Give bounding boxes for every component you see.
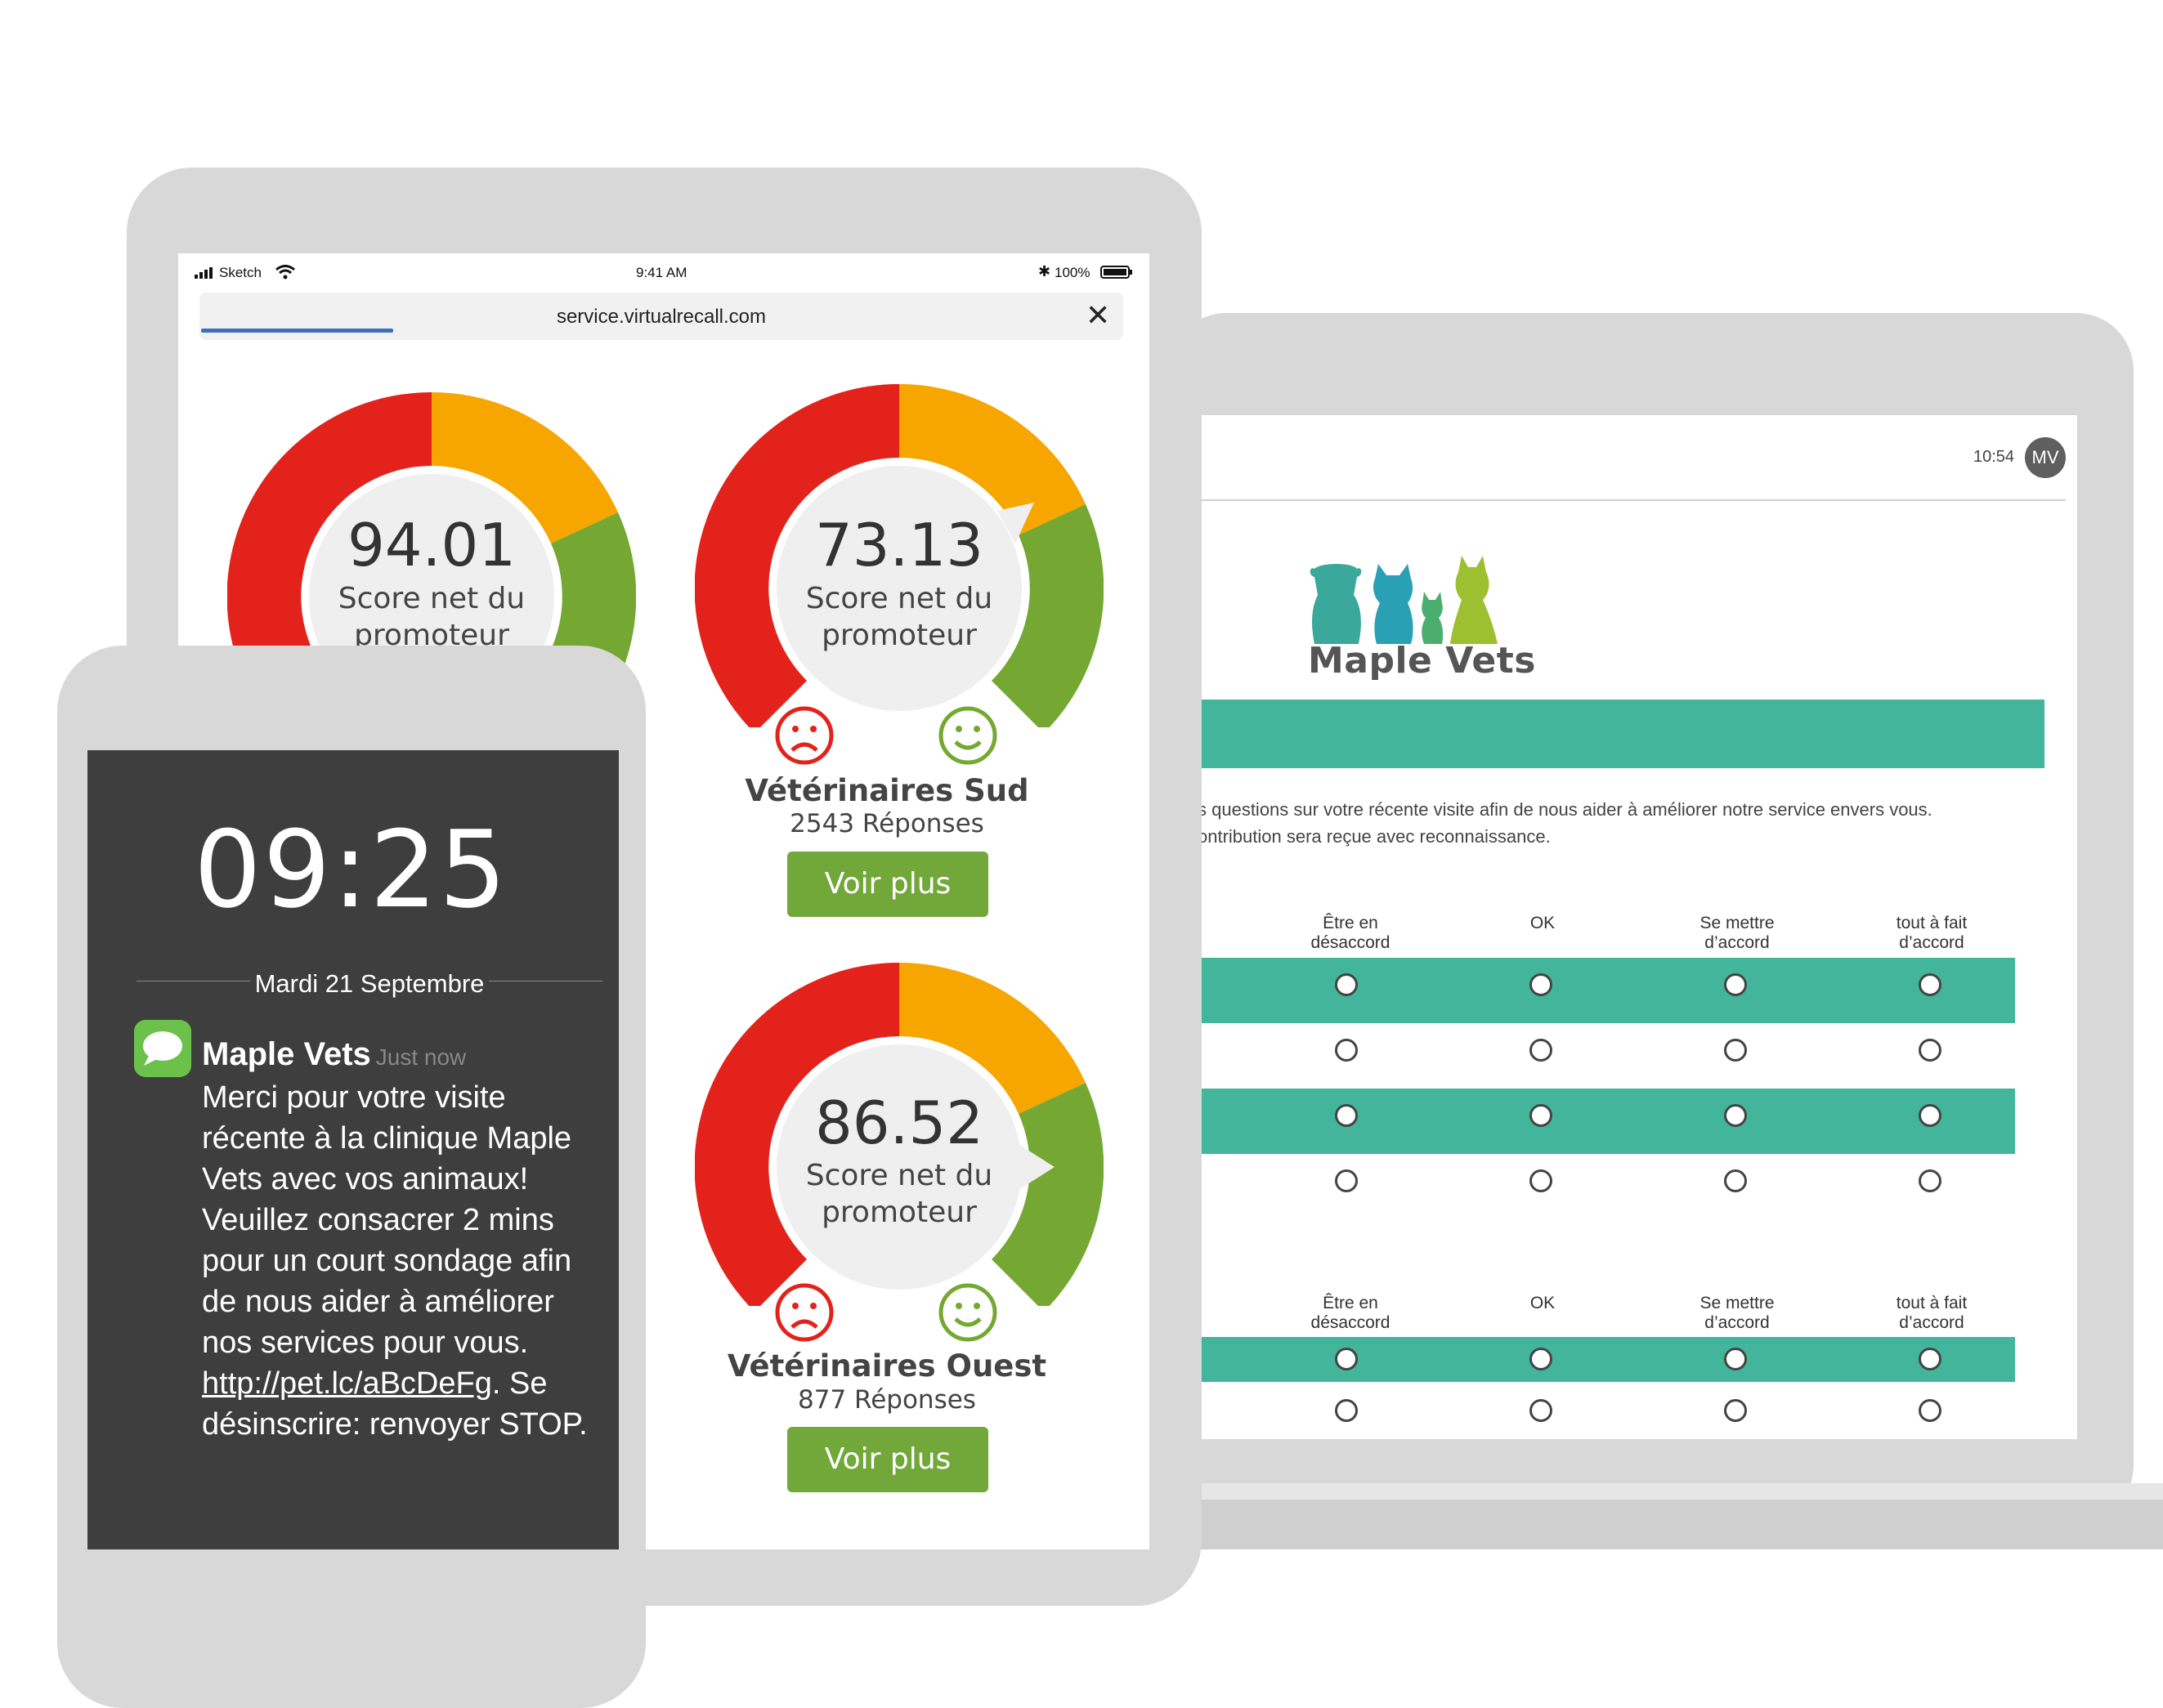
link-suffix: .	[491, 1366, 501, 1401]
radio-q3-strongly-agree[interactable]	[1919, 1104, 1941, 1127]
radio-q6-ok[interactable]	[1529, 1399, 1552, 1422]
sad-face-icon	[775, 706, 834, 765]
horse-silhouette-icon	[1450, 556, 1498, 644]
column-header-strongly-agree-2: tout à fait d’accord	[1896, 1294, 1968, 1332]
clock-readout: 10:54	[1973, 448, 2015, 466]
radio-q1-ok[interactable]	[1529, 973, 1552, 996]
lock-screen-date: Mardi 21 Septembre	[87, 969, 619, 999]
status-time: 9:41 AM	[636, 265, 687, 280]
status-battery: 100%	[1055, 265, 1090, 280]
radio-q4-ok[interactable]	[1529, 1169, 1552, 1192]
radio-q3-agree[interactable]	[1724, 1104, 1747, 1127]
notification-body[interactable]: Merci pour votre visite récente à la cli…	[202, 1077, 611, 1445]
brand-name: Maple Vets	[1308, 640, 1536, 682]
radio-q2-disagree[interactable]	[1335, 1039, 1358, 1062]
survey-row-1	[1198, 958, 2015, 1023]
happy-face-icon	[938, 1283, 997, 1342]
notification-message: Merci pour votre visite récente à la cli…	[202, 1080, 572, 1360]
cat-silhouette-icon	[1373, 564, 1413, 644]
notification-sender[interactable]: Maple Vets Just now	[202, 1036, 466, 1073]
laptop-screen: 10:54 MV Maple Vets s questions sur votr…	[1198, 415, 2077, 1439]
gauge-2-label: Score net du promoteur	[805, 582, 993, 652]
speech-bubble-icon	[143, 1031, 182, 1066]
clinic-name-ouest: Vétérinaires Ouest	[727, 1348, 1047, 1384]
signal-bars-icon	[195, 267, 213, 279]
column-header-strongly-agree: tout à fait d’accord	[1896, 914, 1968, 952]
response-count-sud: 2543 Réponses	[790, 809, 984, 838]
lock-screen-date-text: Mardi 21 Septembre	[249, 969, 490, 998]
column-header-disagree-2: Être en désaccord	[1310, 1294, 1390, 1332]
gauge-3-score: 86.52	[814, 1089, 984, 1157]
radio-q1-agree[interactable]	[1724, 973, 1747, 996]
nps-gauge-2	[695, 384, 1104, 727]
radio-q5-agree[interactable]	[1724, 1348, 1747, 1370]
messages-app-icon[interactable]	[134, 1020, 191, 1077]
radio-q3-ok[interactable]	[1529, 1104, 1552, 1127]
phone-lock-screen: 09:25 Mardi 21 Septembre Maple Vets Just …	[87, 750, 619, 1549]
survey-row-3	[1198, 1089, 2015, 1154]
radio-q4-disagree[interactable]	[1335, 1169, 1358, 1192]
column-header-agree: Se mettre d’accord	[1700, 914, 1775, 952]
survey-link[interactable]: http://pet.lc/aBcDeFg	[202, 1366, 492, 1401]
gauge-1-label: Score net du promoteur	[338, 582, 526, 652]
lock-screen-clock: 09:25	[194, 807, 508, 932]
radio-q2-strongly-agree[interactable]	[1919, 1039, 1941, 1062]
clinic-name-sud: Vétérinaires Sud	[745, 773, 1029, 808]
address-bar[interactable]: service.virtualrecall.com	[199, 293, 1123, 340]
column-header-ok-2: OK	[1529, 1294, 1556, 1312]
avatar[interactable]: MV	[2025, 437, 2066, 478]
radio-q2-ok[interactable]	[1529, 1039, 1552, 1062]
notification-sender-name: Maple Vets	[202, 1036, 371, 1072]
battery-icon	[1100, 266, 1132, 279]
radio-q2-agree[interactable]	[1724, 1039, 1747, 1062]
header-divider	[1198, 499, 2066, 501]
survey-intro-line-2: ontribution sera reçue avec reconnaissan…	[1198, 826, 1551, 847]
column-header-agree-2: Se mettre d’accord	[1700, 1294, 1775, 1332]
gauge-1-score: 94.01	[347, 511, 517, 579]
address-bar-url: service.virtualrecall.com	[556, 306, 767, 328]
page-load-progress	[201, 329, 393, 333]
survey-header-bar	[1198, 700, 2044, 768]
radio-q4-strongly-agree[interactable]	[1919, 1169, 1941, 1192]
maple-vets-logo-icon	[1310, 556, 1498, 644]
radio-q5-ok[interactable]	[1529, 1348, 1552, 1370]
happy-face-icon	[938, 706, 997, 765]
status-carrier: Sketch	[219, 265, 262, 280]
response-count-ouest: 877 Réponses	[798, 1385, 976, 1415]
radio-q1-disagree[interactable]	[1335, 973, 1358, 996]
radio-q3-disagree[interactable]	[1335, 1104, 1358, 1127]
gauge-3-label: Score net du promoteur	[805, 1159, 993, 1229]
dog-silhouette-icon	[1310, 564, 1362, 644]
radio-q1-strongly-agree[interactable]	[1919, 973, 1941, 996]
close-icon[interactable]: ✕	[1086, 298, 1111, 332]
wifi-icon	[275, 265, 295, 279]
unsubscribe-text: Se désinscrire: renvoyer STOP.	[202, 1366, 588, 1442]
column-header-disagree: Être en désaccord	[1310, 914, 1390, 952]
column-header-ok: OK	[1529, 914, 1556, 932]
nps-gauge-3	[695, 963, 1104, 1306]
radio-q5-disagree[interactable]	[1335, 1348, 1358, 1370]
radio-q4-agree[interactable]	[1724, 1169, 1747, 1192]
laptop-base-highlight	[1193, 1483, 2163, 1500]
radio-q6-strongly-agree[interactable]	[1919, 1399, 1941, 1422]
rabbit-silhouette-icon	[1422, 592, 1444, 644]
radio-q5-strongly-agree[interactable]	[1919, 1348, 1941, 1370]
notification-time: Just now	[375, 1044, 467, 1070]
survey-intro-line-1: s questions sur votre récente visite afi…	[1198, 799, 1932, 820]
survey-row-5	[1198, 1337, 2015, 1382]
gauge-2-score: 73.13	[814, 511, 984, 579]
voir-plus-button-ouest[interactable]: Voir plus	[787, 1427, 988, 1492]
voir-plus-button-sud[interactable]: Voir plus	[787, 852, 988, 917]
sad-face-icon	[775, 1283, 834, 1342]
radio-q6-agree[interactable]	[1724, 1399, 1747, 1422]
radio-q6-disagree[interactable]	[1335, 1399, 1358, 1422]
bluetooth-icon: ✱	[1038, 263, 1051, 279]
